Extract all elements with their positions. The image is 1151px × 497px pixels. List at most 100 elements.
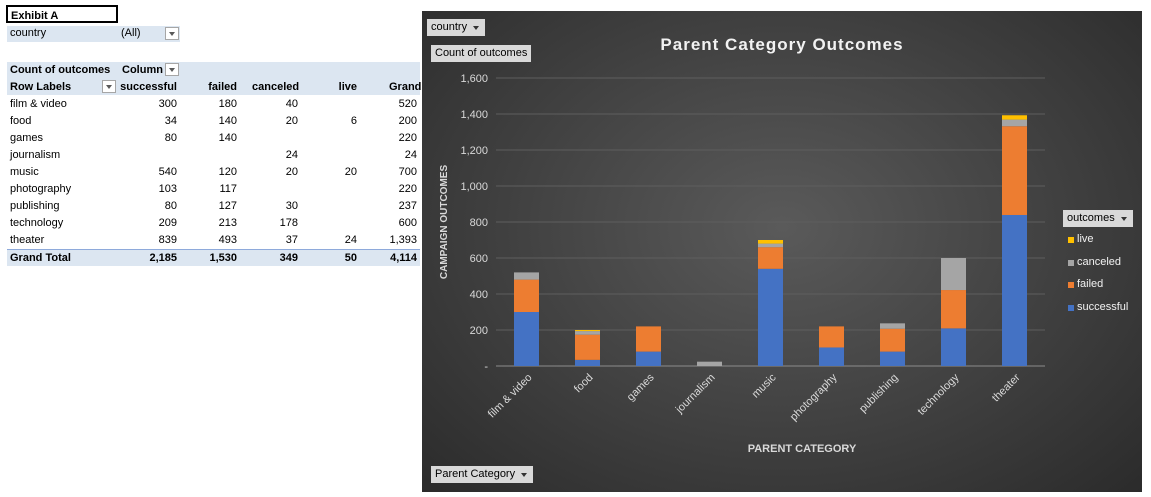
legend-label: successful [1077, 300, 1129, 313]
legend-field-button[interactable]: outcomes [1063, 210, 1133, 227]
x-tick-label: food [572, 372, 596, 396]
row-labels-dropdown-icon[interactable] [102, 80, 116, 93]
x-tick-label: technology [916, 371, 962, 417]
pivot-cell: 30 [285, 200, 298, 212]
pivot-cell: 20 [285, 115, 298, 127]
pivot-cell: 1,393 [389, 234, 417, 246]
col-header-failed: failed [208, 81, 237, 93]
filter-label: country [10, 27, 47, 39]
y-tick-label: 1,400 [460, 109, 488, 121]
chart-title: Parent Category Outcomes [660, 35, 904, 54]
bar-segment-canceled [1002, 119, 1027, 127]
y-axis-title: CAMPAIGN OUTCOMES [439, 165, 450, 280]
bar-segment-canceled [758, 243, 783, 248]
pivot-cell: 120 [218, 166, 237, 178]
col-header-successful: successful [120, 81, 177, 93]
legend-swatch [1068, 259, 1074, 266]
pivot-cell: 24 [344, 234, 357, 246]
exhibit-label: Exhibit A [6, 5, 118, 23]
bar-segment-successful [941, 328, 966, 366]
bar-segment-failed [1002, 126, 1027, 215]
pivot-row: publishing 80 127 30 237 [7, 198, 420, 215]
pivot-cell: 220 [398, 132, 417, 144]
bar-segment-failed [575, 334, 600, 360]
bar-segment-canceled [880, 323, 905, 329]
pivot-cell: 600 [398, 217, 417, 229]
y-tick-label: 200 [470, 325, 488, 337]
legend-label: failed [1077, 278, 1104, 290]
col-header-canceled: canceled [252, 81, 300, 93]
total-cell: 4,114 [390, 252, 417, 264]
x-tick-label: journalism [673, 372, 718, 417]
pivot-cell: 839 [158, 234, 177, 246]
axis-field-button[interactable]: Parent Category [431, 466, 534, 483]
pivot-cell: 700 [398, 166, 417, 178]
legend-label: live [1077, 233, 1094, 245]
bar-segment-failed [514, 279, 539, 312]
bar-segment-failed [941, 290, 966, 329]
bar-segment-failed [636, 326, 661, 352]
values-label: Count of outcomes [10, 64, 111, 76]
bar-segment-live [575, 330, 600, 332]
x-tick-label: music [750, 371, 779, 400]
grand-total-label: Grand Total [10, 252, 71, 264]
total-cell: 2,185 [149, 252, 177, 264]
row-label: film & video [10, 98, 67, 110]
pivot-row: film & video 300 180 40 520 [7, 96, 420, 113]
bar-segment-failed [880, 328, 905, 352]
bar-segment-successful [880, 351, 905, 366]
col-header-grand: Grand [389, 81, 422, 93]
x-tick-label: photography [788, 371, 840, 423]
filter-dropdown-icon[interactable] [165, 27, 179, 40]
bar-segment-failed [758, 247, 783, 269]
column-labels-dropdown-icon[interactable] [165, 63, 179, 76]
chart-plot: - 200 400 600 800 1,000 1,200 1,400 1,600 film & … [439, 73, 1045, 455]
pivot-row: theater 839 493 37 24 1,393 [7, 232, 420, 249]
y-tick-label: 1,200 [460, 145, 488, 157]
pivot-cell: 34 [164, 115, 177, 127]
country-filter-button[interactable]: country [427, 19, 486, 36]
pivot-cell: 180 [218, 98, 237, 110]
row-label: publishing [10, 200, 60, 212]
x-axis-title: PARENT CATEGORY [748, 443, 857, 455]
pivot-cell: 237 [398, 200, 417, 212]
pivot-row: games 80 140 220 [7, 130, 420, 147]
bar-segment-successful [819, 347, 844, 366]
grand-total-row: Grand Total 2,185 1,530 349 50 4,114 [7, 249, 420, 266]
pivot-cell: 300 [158, 98, 177, 110]
bar-segment-successful [514, 312, 539, 366]
bar-segment-canceled [941, 258, 966, 291]
bar-segment-live [1002, 115, 1027, 120]
pivot-cell: 220 [398, 183, 417, 195]
pivot-chart[interactable]: - 200 400 600 800 1,000 1,200 1,400 1,600 film & … [422, 11, 1142, 492]
y-tick-label: 1,600 [460, 73, 488, 85]
pivot-cell: 20 [344, 166, 357, 178]
pivot-cell: 117 [219, 183, 237, 195]
pivot-row: music 540 120 20 20 700 [7, 164, 420, 181]
values-field-button[interactable]: Count of outcomes [431, 45, 532, 62]
pivot-cell: 140 [218, 115, 237, 127]
row-label: technology [10, 217, 64, 229]
legend-swatch [1068, 304, 1074, 311]
pivot-header: Count of outcomes Column Row Labels succ… [7, 62, 422, 95]
bar-segment-canceled [575, 331, 600, 335]
bar-segment-live [758, 240, 783, 244]
pivot-row: journalism 24 24 [7, 147, 420, 164]
row-label: games [10, 132, 44, 144]
total-cell: 1,530 [209, 252, 237, 264]
legend-label: canceled [1077, 255, 1122, 268]
bar-segment-failed [819, 326, 844, 348]
row-label: food [10, 115, 32, 127]
row-label: photography [10, 183, 72, 195]
pivot-row: technology 209 213 178 600 [7, 215, 420, 232]
bar-segment-successful [636, 351, 661, 366]
row-label: music [10, 166, 39, 178]
pivot-row: food 34 140 20 6 200 [7, 113, 420, 130]
col-header-live: live [338, 81, 357, 93]
x-tick-label: publishing [857, 372, 901, 416]
x-tick-label: theater [990, 371, 1023, 404]
bar-segment-canceled [697, 361, 722, 366]
filter-value: (All) [121, 27, 141, 39]
pivot-cell: 520 [398, 98, 417, 110]
total-cell: 349 [279, 252, 298, 264]
